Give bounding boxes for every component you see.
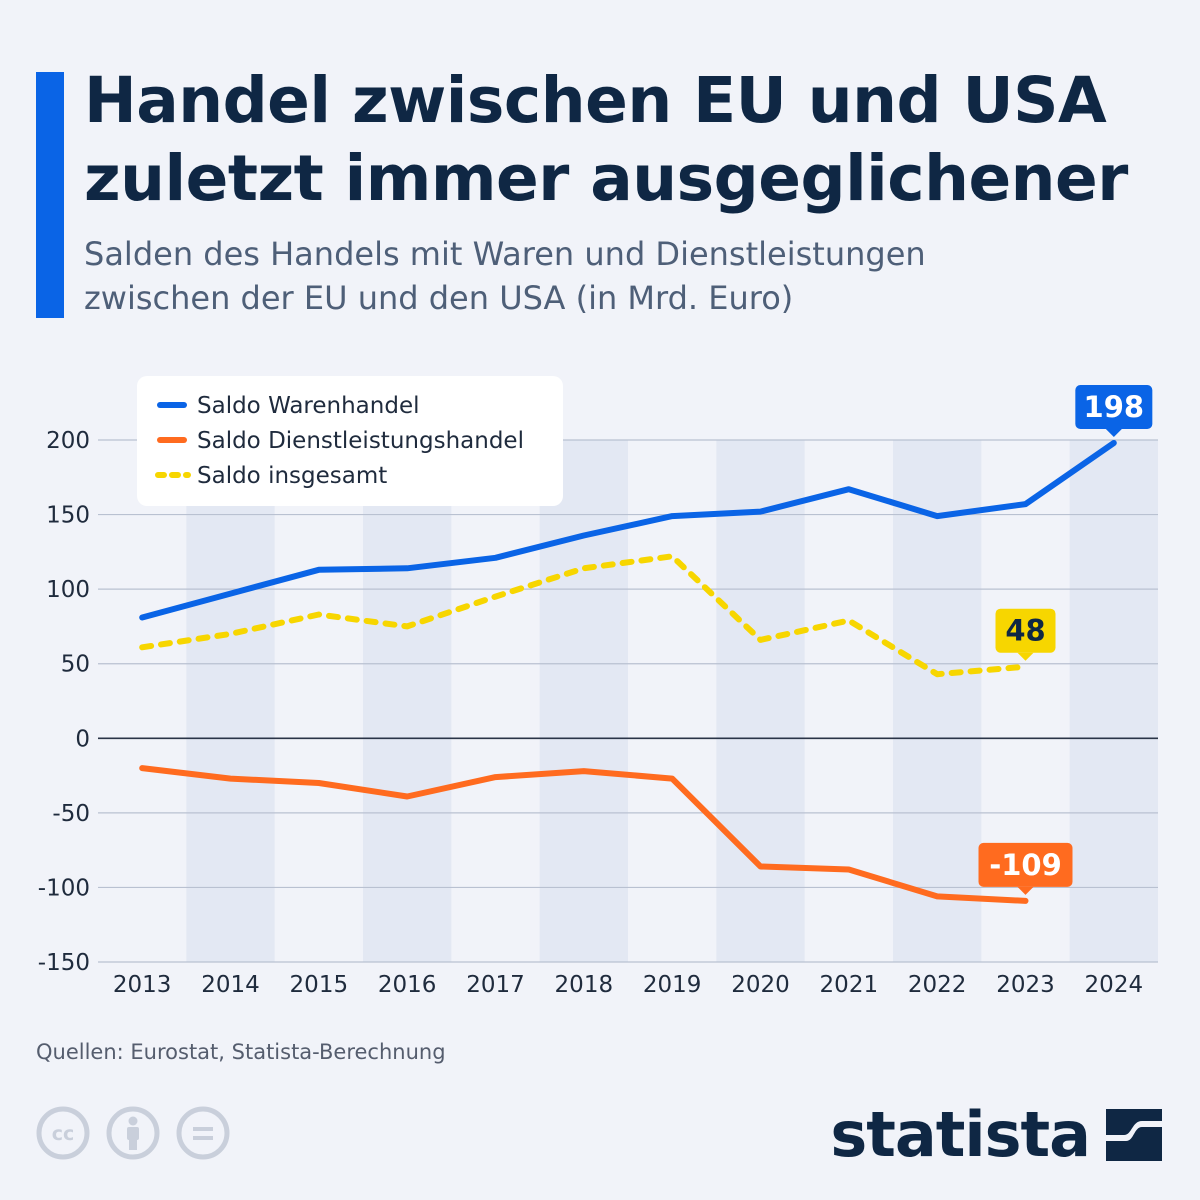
x-tick-label: 2013 (113, 972, 172, 998)
legend-label: Saldo Dienstleistungshandel (197, 428, 524, 454)
svg-text:cc: cc (52, 1123, 75, 1145)
noderivs-icon[interactable] (176, 1106, 230, 1160)
legend-label: Saldo insgesamt (197, 463, 387, 489)
attribution-icon[interactable] (106, 1106, 160, 1160)
value-badge: 198 (1075, 384, 1153, 437)
legend-box (137, 376, 563, 506)
y-tick-label: 50 (61, 652, 90, 678)
x-tick-label: 2023 (996, 972, 1055, 998)
x-tick-label: 2016 (378, 972, 437, 998)
x-tick-label: 2014 (201, 972, 260, 998)
y-tick-label: -150 (38, 950, 90, 976)
column-band (716, 440, 805, 962)
statista-brand[interactable]: statista (830, 1098, 1164, 1171)
title-line-2: zuletzt immer ausgeglichener (84, 142, 1128, 215)
x-tick-label: 2024 (1085, 972, 1144, 998)
column-band (363, 440, 452, 962)
value-badge-pointer (1017, 652, 1034, 661)
x-tick-label: 2020 (731, 972, 790, 998)
legend: Saldo Warenhandel Saldo Dienstleistungsha… (137, 376, 563, 506)
source-note: Quellen: Eurostat, Statista-Berechnung (36, 1040, 446, 1064)
x-tick-label: 2019 (643, 972, 702, 998)
line-chart: 200 150 100 50 0 -50 -100 -150 2013 2014 2015 2016 2… (38, 376, 1158, 998)
statista-logo-icon (1106, 1108, 1162, 1161)
brand-name: statista (830, 1098, 1091, 1171)
value-badge-label: -109 (989, 848, 1062, 882)
value-badge-label: 198 (1084, 390, 1145, 424)
x-tick-label: 2017 (466, 972, 525, 998)
cc-icon[interactable]: cc (36, 1106, 90, 1160)
value-badge-bg (1075, 384, 1153, 429)
value-badge-bg (995, 608, 1056, 653)
x-tick-label: 2018 (555, 972, 614, 998)
column-band (1069, 440, 1158, 962)
y-tick-label: 0 (75, 726, 90, 752)
column-band (539, 440, 628, 962)
page-subtitle: Salden des Handels mit Waren und Dienstl… (84, 232, 1184, 320)
y-tick-label: 200 (46, 428, 90, 454)
value-badge: -109 (978, 842, 1073, 895)
value-badge: 48 (995, 608, 1056, 661)
x-tick-label: 2022 (908, 972, 967, 998)
value-badge-pointer (1017, 886, 1034, 895)
page-title: Handel zwischen EU und USA zuletzt immer… (84, 62, 1184, 218)
y-tick-label: 150 (46, 503, 90, 529)
title-line-1: Handel zwischen EU und USA (84, 64, 1107, 137)
subtitle-line-1: Salden des Handels mit Waren und Dienstl… (84, 235, 926, 273)
y-tick-label: 100 (46, 577, 90, 603)
subtitle-line-2: zwischen der EU und den USA (in Mrd. Eur… (84, 279, 794, 317)
column-band (186, 440, 275, 962)
value-badge-label: 48 (1005, 614, 1045, 648)
value-badge-pointer (1105, 428, 1122, 437)
y-tick-label: -50 (52, 801, 90, 827)
value-badge-bg (978, 842, 1073, 887)
x-tick-label: 2021 (820, 972, 879, 998)
x-tick-label: 2015 (290, 972, 349, 998)
license-icons: cc (36, 1106, 230, 1160)
accent-bar (36, 72, 64, 318)
column-band (893, 440, 982, 962)
y-tick-label: -100 (38, 875, 90, 901)
series-line-0 (139, 440, 1117, 621)
legend-label: Saldo Warenhandel (197, 393, 420, 419)
